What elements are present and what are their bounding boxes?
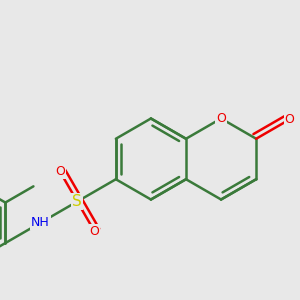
Text: O: O — [284, 113, 294, 126]
Text: O: O — [216, 112, 226, 125]
Text: NH: NH — [31, 216, 50, 229]
Text: O: O — [55, 165, 65, 178]
Text: S: S — [72, 194, 82, 209]
Text: O: O — [89, 225, 99, 238]
